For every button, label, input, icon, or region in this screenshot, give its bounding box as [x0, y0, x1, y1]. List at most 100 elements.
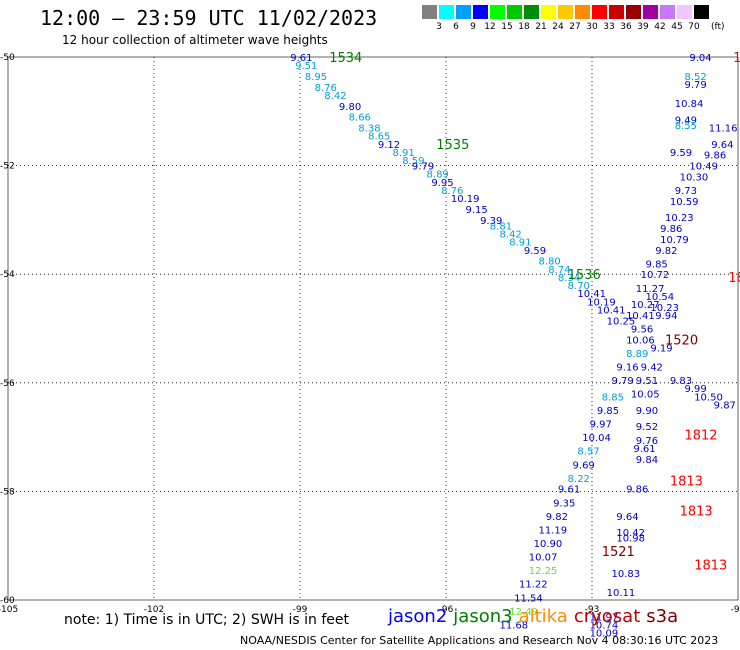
track-number-label: 1813	[670, 475, 703, 490]
wave-height-reading: 9.61	[633, 444, 655, 455]
legend-label: 33	[603, 22, 615, 32]
legend-label: 24	[552, 22, 564, 32]
wave-height-reading: 10.41	[577, 289, 606, 300]
legend-label: 45	[671, 22, 683, 32]
wave-height-reading: 9.79	[611, 376, 633, 387]
wave-height-reading: 10.23	[665, 213, 694, 224]
wave-height-reading: 8.85	[602, 392, 624, 403]
wave-height-reading: 8.80	[538, 257, 560, 268]
wave-height-reading: 10.09	[590, 629, 619, 640]
wave-height-reading: 8.42	[500, 229, 522, 240]
legend-swatch	[524, 5, 540, 19]
wave-height-reading: 8.52	[684, 72, 706, 83]
wave-height-reading: 9.61	[290, 53, 312, 64]
wave-height-reading: 9.16	[616, 363, 638, 374]
wave-height-reading: 9.12	[378, 140, 400, 151]
wave-height-reading: 10.42	[616, 528, 645, 539]
legend-swatch	[558, 5, 574, 19]
wave-height-reading: 10.41	[626, 311, 655, 322]
wave-height-reading: 8.59	[402, 156, 424, 167]
x-tick-label: -96	[439, 605, 454, 615]
legend-label: 70	[688, 22, 700, 32]
wave-height-reading: 9.86	[704, 151, 726, 162]
wave-height-reading: 10.90	[534, 539, 563, 550]
legend-swatch	[575, 5, 591, 19]
track-number-label: 1813	[694, 559, 727, 574]
satellite-label-jason2: jason2	[388, 606, 448, 627]
wave-height-reading: 10.07	[529, 553, 558, 564]
wave-height-reading: 9.79	[684, 80, 706, 91]
x-tick-label: -105	[0, 605, 18, 615]
wave-height-reading: 9.39	[480, 216, 502, 227]
legend-label: 30	[586, 22, 598, 32]
wave-height-reading: 10.49	[689, 162, 718, 173]
wave-height-reading: 9.49	[675, 115, 697, 126]
wave-height-reading: 11.19	[538, 525, 567, 536]
wave-height-reading: 9.59	[670, 148, 692, 159]
wave-height-reading: 9.73	[675, 186, 697, 197]
wave-height-reading: 10.50	[694, 392, 723, 403]
wave-height-reading: 9.15	[465, 205, 487, 216]
wave-height-reading: 9.99	[684, 384, 706, 395]
track-number-label: 18	[733, 51, 740, 66]
legend-swatch	[609, 5, 625, 19]
legend-swatch	[507, 5, 523, 19]
wave-height-reading: 10.59	[670, 197, 699, 208]
track-number-label: 1813	[680, 504, 713, 519]
wave-height-reading: 9.94	[655, 311, 677, 322]
wave-height-reading: 10.98	[616, 534, 645, 545]
legend-swatch	[490, 5, 506, 19]
wave-height-reading: 9.84	[636, 455, 658, 466]
y-tick-label: -56	[0, 379, 15, 389]
wave-height-reading: 9.64	[616, 512, 638, 523]
wave-height-reading: 9.35	[553, 498, 575, 509]
wave-height-reading: 10.30	[680, 172, 709, 183]
y-tick-label: -58	[0, 487, 15, 497]
legend-label: 36	[620, 22, 632, 32]
wave-height-reading: 8.91	[509, 238, 531, 249]
legend-swatch	[439, 5, 455, 19]
wave-height-reading: 9.82	[655, 246, 677, 257]
credit-line: NOAA/NESDIS Center for Satellite Applica…	[240, 634, 719, 647]
wave-height-reading: 8.57	[577, 447, 599, 458]
legend-swatch	[660, 5, 676, 19]
legend-swatch	[422, 5, 438, 19]
wave-height-reading: 8.74	[548, 265, 570, 276]
track-number-label: 1534	[329, 51, 362, 66]
wave-height-reading: 8.66	[349, 113, 371, 124]
wave-height-reading: 8.95	[305, 72, 327, 83]
wave-height-reading: 8.38	[358, 124, 380, 135]
x-tick-label: -90	[731, 605, 740, 615]
footer-note: note: 1) Time is in UTC; 2) SWH is in fe…	[64, 612, 350, 628]
legend-label: 18	[518, 22, 530, 32]
wave-height-reading: 9.64	[711, 140, 733, 151]
satellite-label-s3a: s3a	[646, 606, 679, 627]
wave-height-reading: 9.59	[524, 246, 546, 257]
legend-label: 3	[436, 22, 442, 32]
track-number-label: 1536	[568, 268, 601, 283]
wave-height-reading: 11.22	[519, 580, 548, 591]
track-number-label: 1535	[436, 138, 469, 153]
wave-height-reading: 9.69	[573, 460, 595, 471]
legend-label: 15	[501, 22, 513, 32]
legend-label: 6	[453, 22, 459, 32]
wave-height-reading: 12.49	[509, 607, 538, 618]
track-number-label: 1812	[728, 271, 740, 286]
wave-height-reading: 9.85	[597, 406, 619, 417]
wave-height-reading: 10.05	[631, 390, 660, 401]
wave-height-reading: 10.19	[451, 194, 480, 205]
x-tick-label: -99	[293, 605, 308, 615]
legend-label: 42	[654, 22, 666, 32]
wave-height-reading: 12.25	[529, 566, 558, 577]
wave-height-reading: 9.85	[646, 259, 668, 270]
satellite-legend: jason2 jason3 altika cryosat s3a	[388, 606, 684, 627]
legend-label: 21	[535, 22, 547, 32]
legend-label: 39	[637, 22, 649, 32]
wave-height-reading: 9.95	[431, 178, 453, 189]
wave-height-reading: 11.27	[636, 284, 665, 295]
track-number-label: 1812	[684, 428, 717, 443]
legend-swatch	[592, 5, 608, 19]
wave-height-reading: 9.19	[650, 344, 672, 355]
wave-height-reading: 9.83	[670, 376, 692, 387]
